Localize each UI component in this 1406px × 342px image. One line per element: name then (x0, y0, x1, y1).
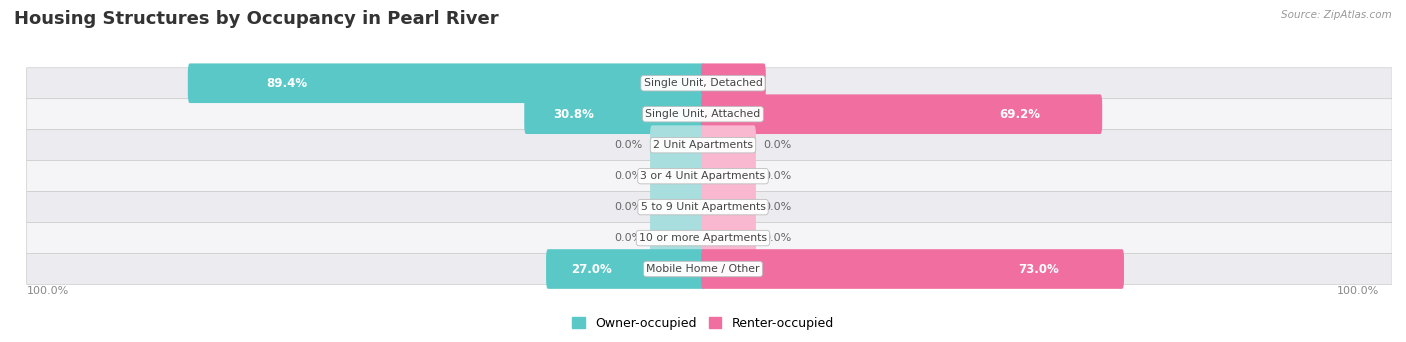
Text: 0.0%: 0.0% (763, 140, 792, 150)
FancyBboxPatch shape (650, 126, 704, 165)
Text: Single Unit, Attached: Single Unit, Attached (645, 109, 761, 119)
Text: 10 or more Apartments: 10 or more Apartments (638, 233, 768, 243)
FancyBboxPatch shape (702, 218, 756, 258)
FancyBboxPatch shape (27, 68, 1392, 99)
FancyBboxPatch shape (702, 63, 766, 103)
FancyBboxPatch shape (650, 218, 704, 258)
Text: 0.0%: 0.0% (763, 171, 792, 181)
Text: 0.0%: 0.0% (614, 202, 643, 212)
FancyBboxPatch shape (27, 161, 1392, 192)
FancyBboxPatch shape (702, 249, 1123, 289)
FancyBboxPatch shape (650, 187, 704, 227)
Text: 5 to 9 Unit Apartments: 5 to 9 Unit Apartments (641, 202, 765, 212)
Text: 10.6%: 10.6% (714, 77, 755, 90)
Text: 0.0%: 0.0% (614, 140, 643, 150)
Text: 89.4%: 89.4% (267, 77, 308, 90)
FancyBboxPatch shape (702, 94, 1102, 134)
Text: 100.0%: 100.0% (27, 286, 69, 296)
FancyBboxPatch shape (27, 130, 1392, 161)
Text: 0.0%: 0.0% (763, 202, 792, 212)
Text: 0.0%: 0.0% (614, 171, 643, 181)
FancyBboxPatch shape (27, 223, 1392, 253)
FancyBboxPatch shape (702, 126, 756, 165)
Text: Single Unit, Detached: Single Unit, Detached (644, 78, 762, 88)
Text: Housing Structures by Occupancy in Pearl River: Housing Structures by Occupancy in Pearl… (14, 10, 499, 28)
Text: 100.0%: 100.0% (1337, 286, 1379, 296)
Text: Mobile Home / Other: Mobile Home / Other (647, 264, 759, 274)
Legend: Owner-occupied, Renter-occupied: Owner-occupied, Renter-occupied (568, 312, 838, 335)
Text: 69.2%: 69.2% (1000, 108, 1040, 121)
FancyBboxPatch shape (650, 156, 704, 196)
Text: 0.0%: 0.0% (763, 233, 792, 243)
FancyBboxPatch shape (702, 156, 756, 196)
FancyBboxPatch shape (546, 249, 704, 289)
FancyBboxPatch shape (702, 187, 756, 227)
FancyBboxPatch shape (188, 63, 704, 103)
Text: 3 or 4 Unit Apartments: 3 or 4 Unit Apartments (641, 171, 765, 181)
Text: 0.0%: 0.0% (614, 233, 643, 243)
Text: 73.0%: 73.0% (1018, 263, 1059, 276)
Text: 2 Unit Apartments: 2 Unit Apartments (652, 140, 754, 150)
Text: 30.8%: 30.8% (553, 108, 593, 121)
FancyBboxPatch shape (27, 253, 1392, 285)
FancyBboxPatch shape (524, 94, 704, 134)
FancyBboxPatch shape (27, 192, 1392, 223)
Text: 27.0%: 27.0% (571, 263, 612, 276)
FancyBboxPatch shape (27, 99, 1392, 130)
Text: Source: ZipAtlas.com: Source: ZipAtlas.com (1281, 10, 1392, 20)
